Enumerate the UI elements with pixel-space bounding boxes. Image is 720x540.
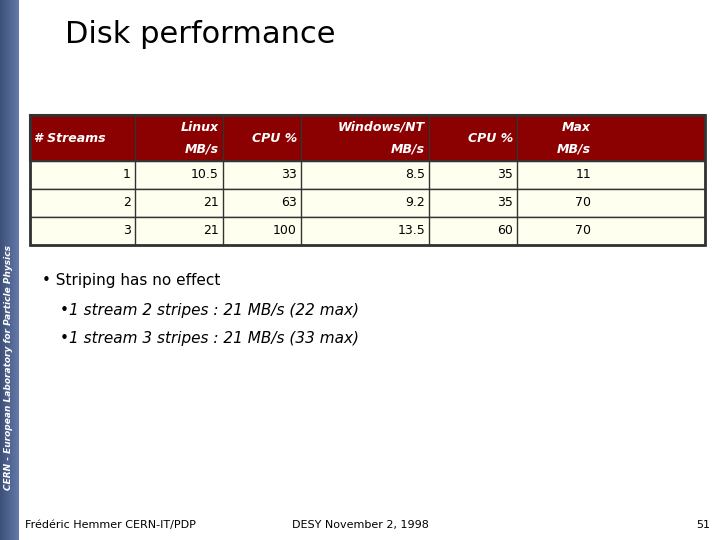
Text: CERN - European Laboratory for Particle Physics: CERN - European Laboratory for Particle … <box>4 245 14 490</box>
Text: 70: 70 <box>575 197 591 210</box>
Text: •1 stream 2 stripes : 21 MB/s (22 max): •1 stream 2 stripes : 21 MB/s (22 max) <box>60 303 359 318</box>
Bar <box>1 0 2 540</box>
Bar <box>13 0 14 540</box>
Bar <box>30 161 705 189</box>
Text: Max: Max <box>562 121 591 134</box>
Bar <box>16 0 17 540</box>
Bar <box>11 0 12 540</box>
Bar <box>16 0 17 540</box>
Text: • Striping has no effect: • Striping has no effect <box>42 273 220 288</box>
Text: MB/s: MB/s <box>185 142 219 155</box>
Text: 2: 2 <box>123 197 131 210</box>
Text: 70: 70 <box>575 225 591 238</box>
Text: 21: 21 <box>203 225 219 238</box>
Text: CPU %: CPU % <box>252 132 297 145</box>
Text: 60: 60 <box>497 225 513 238</box>
Bar <box>14 0 15 540</box>
Bar <box>2 0 4 540</box>
Bar <box>9 0 11 540</box>
Bar <box>4 0 5 540</box>
Text: 63: 63 <box>282 197 297 210</box>
Bar <box>30 189 705 217</box>
Bar <box>1 0 3 540</box>
Text: 35: 35 <box>497 168 513 181</box>
Text: Linux: Linux <box>181 121 219 134</box>
Text: Windows/NT: Windows/NT <box>338 121 425 134</box>
Bar <box>8 0 9 540</box>
Bar <box>10 0 12 540</box>
Bar <box>9 0 10 540</box>
Bar <box>6 0 8 540</box>
Text: 21: 21 <box>203 197 219 210</box>
Text: •1 stream 3 stripes : 21 MB/s (33 max): •1 stream 3 stripes : 21 MB/s (33 max) <box>60 331 359 346</box>
Text: 51: 51 <box>696 520 710 530</box>
Text: Disk performance: Disk performance <box>65 20 336 49</box>
Bar <box>17 0 19 540</box>
Bar <box>5 0 6 540</box>
Bar <box>6 0 7 540</box>
Text: 3: 3 <box>123 225 131 238</box>
Text: 9.2: 9.2 <box>405 197 425 210</box>
Text: # Streams: # Streams <box>34 132 106 145</box>
Text: 11: 11 <box>575 168 591 181</box>
Bar <box>0 0 1 540</box>
Bar <box>15 0 16 540</box>
Text: 13.5: 13.5 <box>397 225 425 238</box>
Text: 1: 1 <box>123 168 131 181</box>
Text: 35: 35 <box>497 197 513 210</box>
Bar <box>30 217 705 245</box>
Text: Frédéric Hemmer CERN-IT/PDP: Frédéric Hemmer CERN-IT/PDP <box>25 520 196 530</box>
Bar <box>12 0 13 540</box>
Bar <box>3 0 4 540</box>
Bar <box>13 0 14 540</box>
Text: MB/s: MB/s <box>557 142 591 155</box>
Text: MB/s: MB/s <box>391 142 425 155</box>
Text: 33: 33 <box>282 168 297 181</box>
Bar <box>30 115 705 161</box>
Bar <box>4 0 5 540</box>
Text: 8.5: 8.5 <box>405 168 425 181</box>
Text: 10.5: 10.5 <box>191 168 219 181</box>
Text: CPU %: CPU % <box>468 132 513 145</box>
Text: 100: 100 <box>273 225 297 238</box>
Bar <box>14 0 16 540</box>
Bar <box>30 115 705 245</box>
Bar <box>7 0 9 540</box>
Bar <box>17 0 18 540</box>
Text: DESY November 2, 1998: DESY November 2, 1998 <box>292 520 428 530</box>
